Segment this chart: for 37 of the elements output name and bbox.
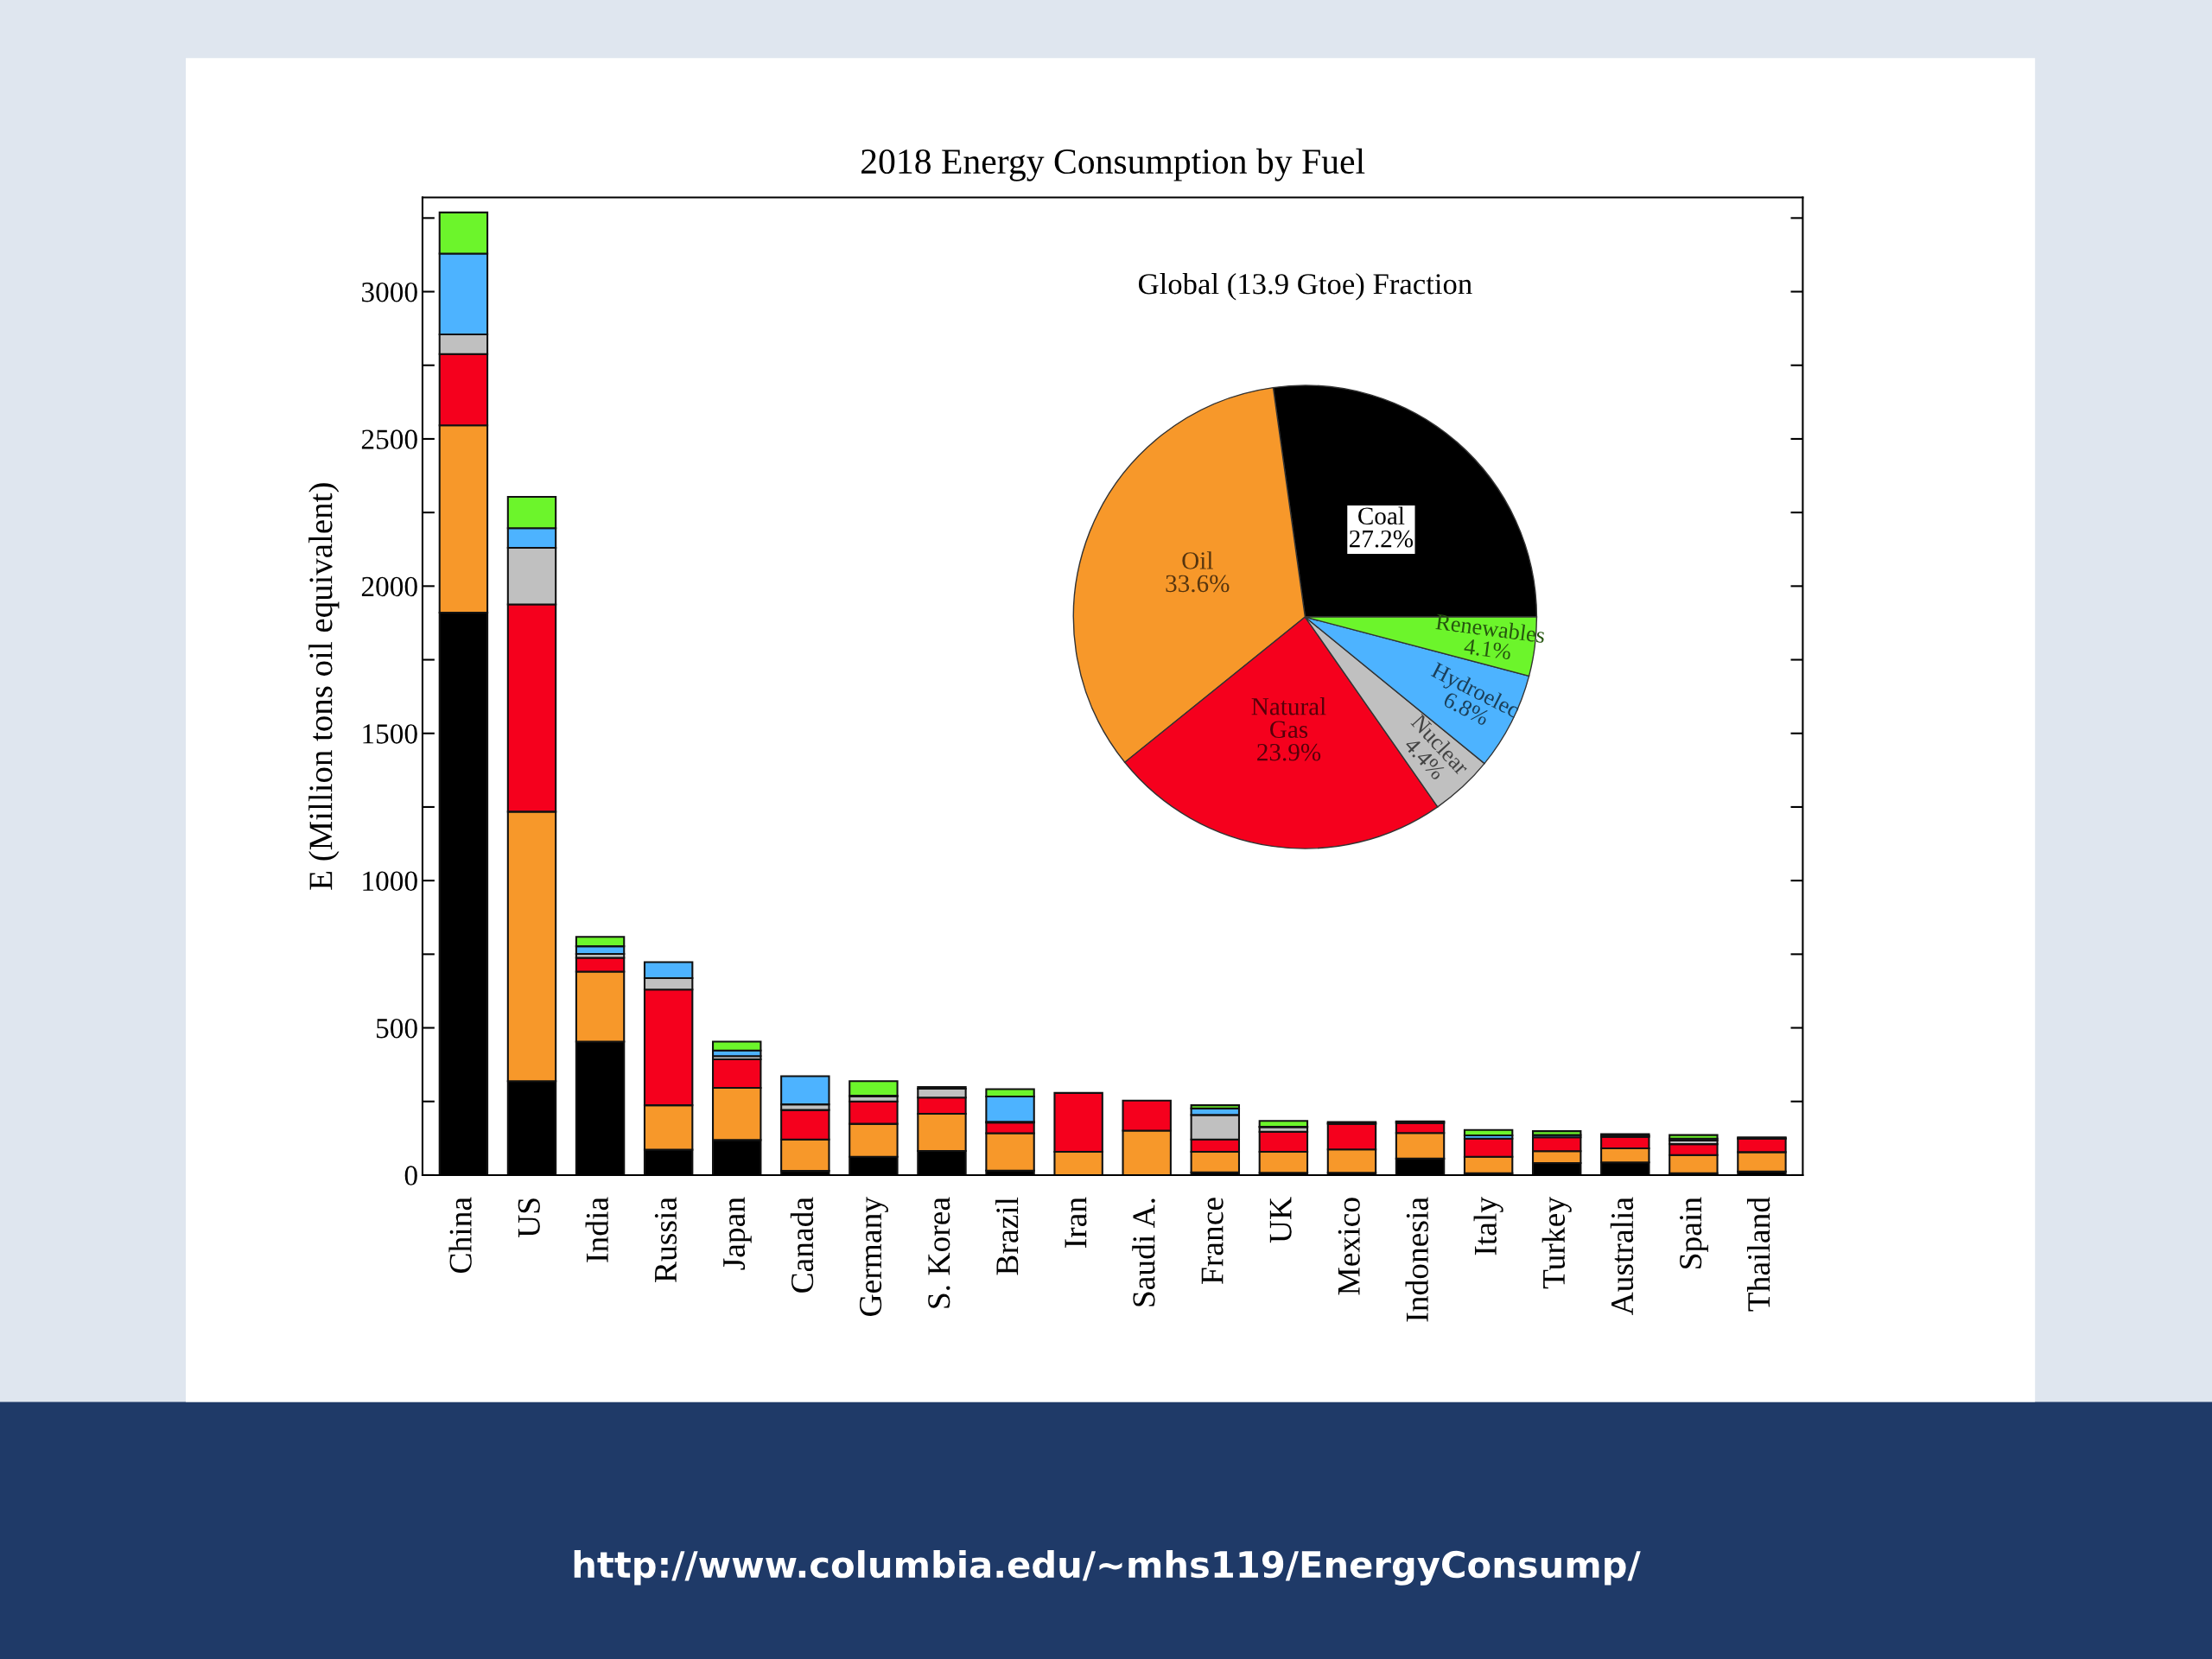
x-tick-label: Iran — [1065, 1197, 1087, 1248]
x-tick-label: Germany — [859, 1197, 888, 1316]
data-label: 33.6% — [1166, 575, 1230, 593]
x-tick-label: Saudi A. — [1132, 1198, 1155, 1306]
x-tick-label: UK — [1269, 1197, 1292, 1243]
x-tick-label: US — [518, 1198, 540, 1238]
data-label: 27.2% — [1350, 530, 1414, 548]
y-axis-title: E (Million tons oil equivalent) — [308, 483, 340, 890]
x-tick-label: India — [585, 1197, 608, 1262]
x-tick-label: Australia — [1610, 1197, 1634, 1316]
slice-label: Natural Gas — [1251, 697, 1326, 739]
chart-title: 2018 Energy Consumption by Fuel — [861, 148, 1365, 181]
x-tick-label: Brazil — [995, 1197, 1019, 1275]
x-tick-label: Japan — [723, 1197, 752, 1270]
y-tick-label: 1500 — [363, 724, 417, 744]
x-tick-label: Spain — [1680, 1197, 1708, 1268]
x-tick-label: Thailand — [1746, 1197, 1770, 1312]
x-tick-label: S. Korea — [928, 1197, 950, 1308]
y-tick-label: 2000 — [361, 576, 417, 597]
chart-title: Global (13.9 Gtoe) Fraction — [1139, 273, 1472, 301]
x-tick-label: France — [1201, 1198, 1224, 1284]
y-tick-label: 0 — [404, 1166, 417, 1185]
x-tick-label: Turkey — [1541, 1197, 1572, 1289]
x-tick-label: Mexico — [1338, 1198, 1360, 1295]
slice-label: Coal — [1358, 506, 1405, 525]
data-label: 23.9% — [1257, 743, 1321, 761]
x-tick-label: Russia — [654, 1197, 677, 1282]
x-tick-label: China — [448, 1197, 472, 1273]
x-tick-label: Indonesia — [1405, 1197, 1428, 1322]
text: http://www.columbia.edu/~mhs119/EnergyConsump/ — [574, 1550, 1641, 1586]
x-tick-label: Canada — [790, 1197, 814, 1293]
y-tick-label: 2500 — [361, 429, 417, 449]
y-tick-label: 1000 — [363, 871, 417, 892]
x-tick-label: Italy — [1473, 1197, 1503, 1255]
slice-label: Oil — [1182, 551, 1213, 569]
y-tick-label: 3000 — [362, 282, 417, 302]
y-tick-label: 500 — [377, 1018, 417, 1039]
